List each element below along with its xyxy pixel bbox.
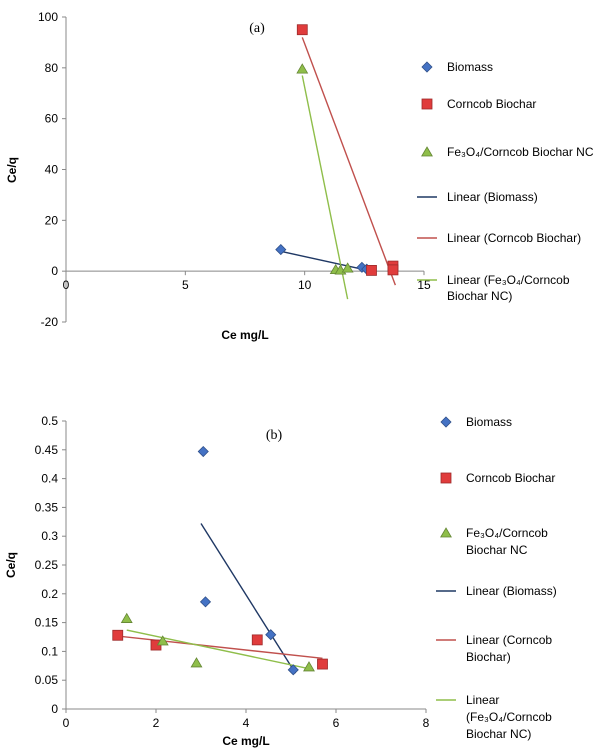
point-fe3o4-nc [341,262,354,273]
y-axis-title: Ce/q [5,157,19,183]
legend-label: Fe₃O₄/Corncob Biochar NC [447,145,594,159]
legend-marker-swatch [440,416,452,428]
legend: Biomass Corncob Biochar Fe₃O₄/Corncob Bioc… [417,60,594,303]
trendline-fe3o4-nc [126,629,310,670]
y-tick-label: 0.35 [35,500,59,514]
point-corncob-biochar [112,629,124,641]
panel-label: (a) [249,21,265,36]
y-tick-label: -20 [41,315,59,329]
legend-label: Linear (Biomass) [466,584,557,598]
y-tick-label: 0.05 [35,673,59,687]
point-fe3o4-nc [296,63,309,74]
legend-marker-swatch [421,146,433,157]
point-biomass [275,243,287,256]
legend-marker-swatch [440,527,452,538]
point-corncob-biochar [251,634,263,646]
point-corncob-biochar [366,265,377,276]
point-biomass [199,596,212,608]
legend-label: Linear (Fe₃O₄/Corncob [447,273,570,287]
legend-label: Linear (Biomass) [447,190,538,204]
x-axis-title: Ce mg/L [222,734,269,748]
y-axis-title: Ce/q [4,552,18,578]
chart-panel-a: -20 0 20 40 60 80 100 0 5 10 15 Ce mg/L Ce/q (a) [5,10,431,342]
point-biomass [197,445,209,458]
y-tick-label: 0.45 [35,443,59,457]
point-biomass [265,629,277,641]
x-tick-label: 8 [423,716,430,730]
point-fe3o4-nc [120,612,133,623]
legend-label: Corncob Biochar [447,97,536,111]
legend-label: Linear (Corncob Biochar) [447,231,581,245]
y-tick-label: 0.3 [41,529,58,543]
x-tick-label: 15 [417,278,431,292]
y-tick-label: 0 [51,702,58,716]
legend-label: Biochar NC) [466,727,531,741]
trendline-fe3o4-nc [301,75,349,300]
x-tick-label: 5 [182,278,189,292]
legend-label: Linear (Corncob [466,633,552,647]
point-corncob-biochar [387,264,399,276]
trendline-corncob-biochar [301,37,397,286]
y-tick-label: 0.2 [41,587,58,601]
legend-label: Fe₃O₄/Corncob [466,526,548,540]
panel-label: (b) [266,428,283,443]
trendline-corncob-biochar [115,635,323,660]
legend-label: Corncob Biochar [466,471,555,485]
y-tick-label: 60 [45,112,59,126]
point-corncob-biochar [317,658,328,670]
legend: Biomass Corncob Biochar Fe₃O₄/Corncob Bioch… [436,415,557,741]
point-corncob-biochar [296,24,308,36]
legend-label: Biochar NC [466,543,528,557]
point-fe3o4-nc [303,661,315,672]
y-tick-label: 0.5 [41,414,58,428]
point-biomass [287,664,299,676]
point-fe3o4-nc [190,657,203,668]
legend-marker-swatch [421,61,433,73]
x-tick-label: 4 [243,716,250,730]
x-tick-label: 10 [298,278,312,292]
y-tick-label: 0.4 [41,472,58,486]
legend-marker-swatch [421,98,433,110]
y-tick-label: 0.1 [41,644,58,658]
y-tick-label: 20 [45,213,59,227]
x-tick-label: 0 [63,716,70,730]
legend-label: Biomass [447,60,493,74]
x-tick-label: 2 [153,716,160,730]
y-tick-label: 0.15 [35,616,59,630]
y-tick-label: 100 [38,10,58,24]
legend-label: Biomass [466,415,512,429]
y-tick-label: 0 [51,264,58,278]
chart-panel-b: 0 0.05 0.1 0.15 0.2 0.25 0.3 0.35 0.4 0.45 0.5 0 2 4 6… [4,414,430,748]
trendline-biomass [200,523,297,674]
x-tick-label: 6 [333,716,340,730]
x-tick-label: 0 [63,278,70,292]
legend-label: Biochar) [466,650,511,664]
legend-label: Biochar NC) [447,289,512,303]
y-tick-label: 0.25 [35,558,59,572]
x-axis-title: Ce mg/L [221,328,268,342]
trendline-biomass [280,250,370,272]
y-tick-label: 40 [45,163,59,177]
y-tick-label: 80 [45,61,59,75]
point-fe3o4-nc [156,635,169,646]
legend-marker-swatch [440,472,452,484]
legend-label: Linear [466,693,499,707]
legend-label: (Fe₃O₄/Corncob [466,710,552,724]
